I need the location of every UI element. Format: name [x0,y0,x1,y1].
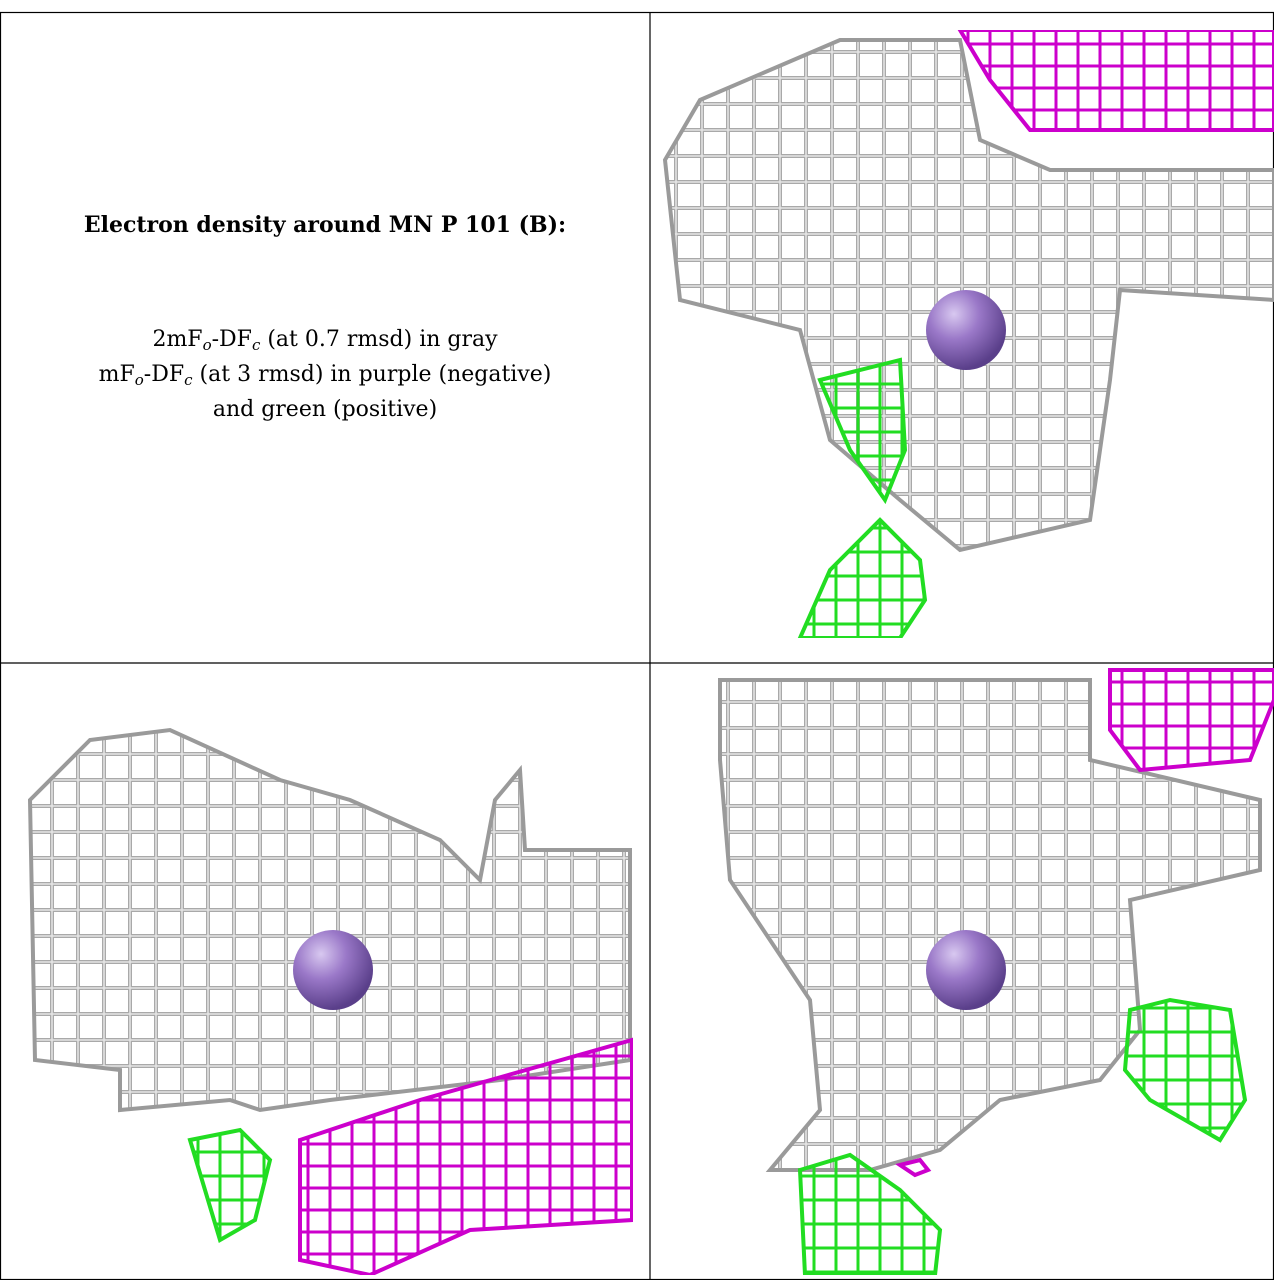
text: (at 0.7 rmsd) in gray [260,327,498,352]
text: -DF [211,327,252,352]
caption-title: Electron density around MN P 101 (B): [83,212,567,238]
text: (at 3 rmsd) in purple (negative) [192,362,552,387]
caption-line: 2mFo-DFc (at 0.7 rmsd) in gray [0,322,650,357]
caption-lines: 2mFo-DFc (at 0.7 rmsd) in gray mFo-DFc (… [0,322,650,427]
subscript: o [202,336,212,354]
caption-line: mFo-DFc (at 3 rmsd) in purple (negative) [0,357,650,392]
subscript: c [184,371,193,389]
density-panel-2 [27,727,633,1275]
density-panel-1 [662,30,1274,638]
text: mF [98,362,135,387]
text: -DF [143,362,185,387]
subscript: c [251,336,261,354]
density-panel-3 [718,668,1274,1275]
text: and green (positive) [212,397,438,422]
subscript: o [134,371,144,389]
caption-line: and green (positive) [0,392,650,427]
caption-cell: Electron density around MN P 101 (B): 2m… [0,0,650,663]
text: 2mF [152,327,203,352]
